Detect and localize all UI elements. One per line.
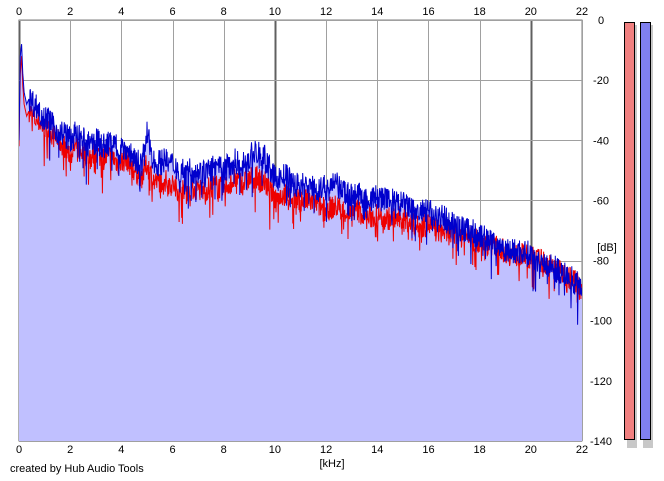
x-tick-top-2: 4 — [118, 6, 124, 18]
series-line-1 — [19, 44, 582, 325]
y-tick-2: -40 — [593, 135, 609, 147]
y-tick-4: -80 — [593, 256, 609, 268]
x-tick-top-10: 20 — [525, 6, 537, 18]
x-tick-top-0: 0 — [16, 6, 22, 18]
spectrum-area — [19, 44, 582, 441]
x-axis-title: [kHz] — [319, 458, 344, 470]
y-axis-title: [dB] — [597, 242, 617, 254]
x-tick-bottom-0: 0 — [16, 444, 22, 456]
y-tick-3: -60 — [593, 195, 609, 207]
y-tick-labels: 0 -20 -40 -60 -80 -100 -120 -140 — [590, 15, 612, 448]
spectrum-fill — [19, 44, 582, 441]
x-tick-bottom-7: 14 — [371, 444, 383, 456]
x-tick-bottom-5: 10 — [269, 444, 281, 456]
spectrum-series — [19, 44, 582, 325]
x-tick-bottom-3: 6 — [169, 444, 175, 456]
x-tick-labels-bottom: 0 2 4 6 8 10 12 14 16 18 20 22 — [16, 444, 588, 456]
x-tick-bottom-6: 12 — [320, 444, 332, 456]
x-tick-top-5: 10 — [269, 6, 281, 18]
x-tick-bottom-2: 4 — [118, 444, 124, 456]
y-tick-1: -20 — [593, 75, 609, 87]
credit-text: created by Hub Audio Tools — [10, 463, 144, 475]
level-meter-1 — [640, 22, 651, 440]
x-tick-bottom-4: 8 — [221, 444, 227, 456]
level-meters — [624, 22, 653, 448]
x-tick-top-9: 18 — [474, 6, 486, 18]
y-tick-5: -100 — [590, 316, 612, 328]
x-tick-top-8: 16 — [422, 6, 434, 18]
x-tick-bottom-1: 2 — [67, 444, 73, 456]
x-tick-bottom-8: 16 — [422, 444, 434, 456]
y-tick-0: 0 — [598, 15, 604, 27]
x-tick-top-11: 22 — [576, 6, 588, 18]
x-tick-top-1: 2 — [67, 6, 73, 18]
x-tick-top-7: 14 — [371, 6, 383, 18]
y-tick-7: -140 — [590, 436, 612, 448]
x-tick-labels-top: 0 2 4 6 8 10 12 14 16 18 20 22 — [16, 6, 588, 18]
x-tick-top-6: 12 — [320, 6, 332, 18]
x-tick-top-3: 6 — [169, 6, 175, 18]
x-tick-bottom-9: 18 — [474, 444, 486, 456]
y-tick-6: -120 — [590, 376, 612, 388]
x-tick-bottom-10: 20 — [525, 444, 537, 456]
level-meter-0 — [624, 22, 635, 440]
x-tick-bottom-11: 22 — [576, 444, 588, 456]
x-tick-top-4: 8 — [221, 6, 227, 18]
